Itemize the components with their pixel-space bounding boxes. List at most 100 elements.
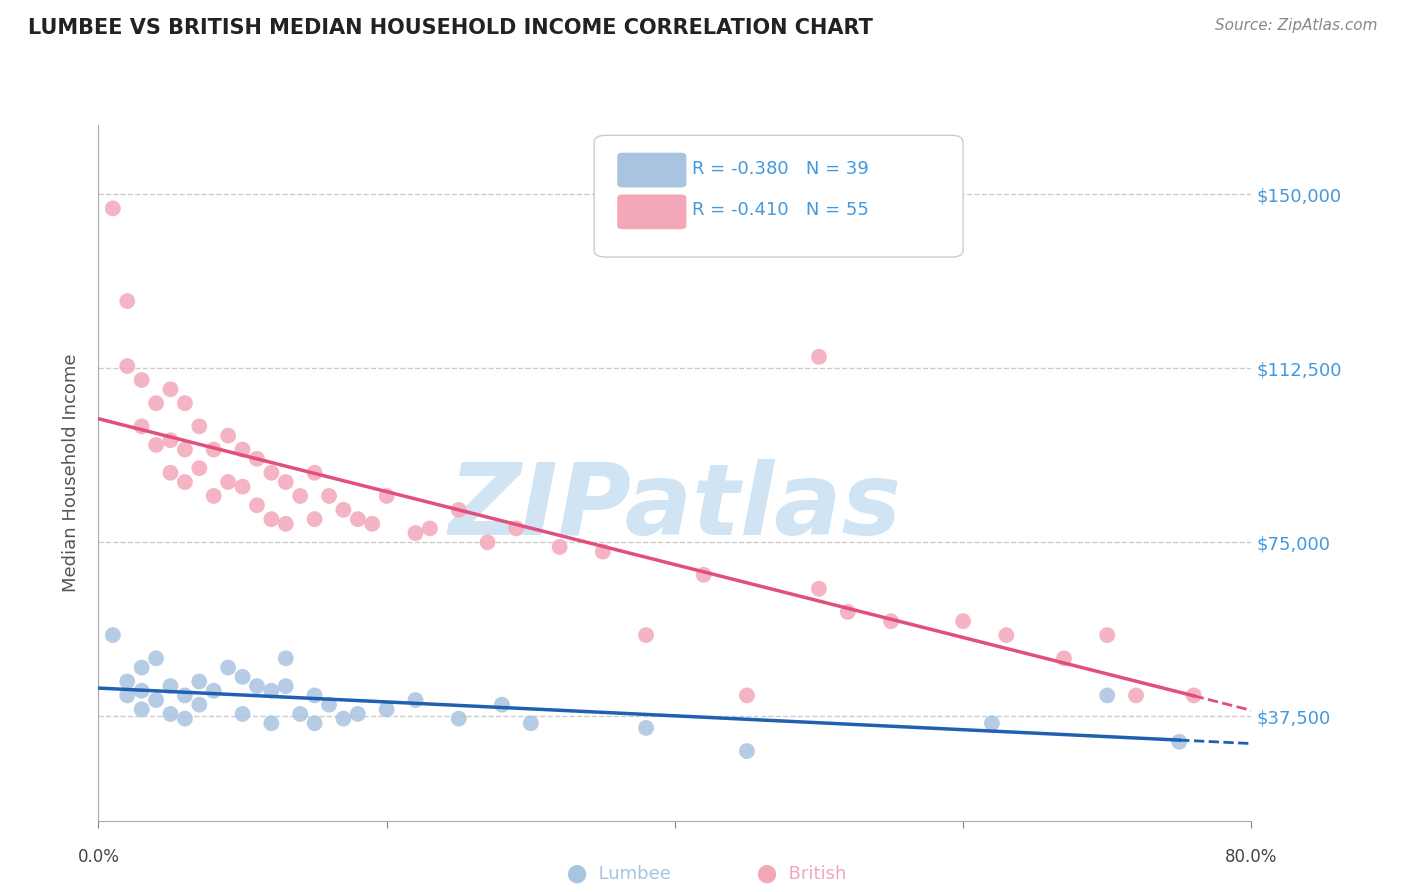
Point xyxy=(375,702,398,716)
Point xyxy=(202,489,225,503)
Point xyxy=(592,544,614,558)
Point xyxy=(117,689,139,703)
Point xyxy=(101,628,124,642)
Point xyxy=(174,475,197,489)
Point xyxy=(159,382,181,396)
Point xyxy=(346,512,368,526)
Point xyxy=(131,373,153,387)
Point xyxy=(361,516,384,531)
Point xyxy=(131,660,153,674)
Point xyxy=(174,442,197,457)
Point xyxy=(246,451,269,466)
Point xyxy=(693,567,716,582)
Point xyxy=(346,706,368,721)
Point xyxy=(188,461,211,475)
Point xyxy=(1053,651,1076,665)
Text: R = -0.410   N = 55: R = -0.410 N = 55 xyxy=(692,202,869,219)
Point xyxy=(101,202,124,216)
Point xyxy=(304,466,326,480)
FancyBboxPatch shape xyxy=(617,194,686,229)
Point xyxy=(159,434,181,448)
Point xyxy=(636,628,658,642)
Text: 80.0%: 80.0% xyxy=(1225,848,1278,866)
Point xyxy=(202,683,225,698)
Point xyxy=(807,350,830,364)
Point xyxy=(375,489,398,503)
Point xyxy=(246,498,269,512)
Point xyxy=(117,294,139,309)
Point xyxy=(548,540,571,554)
Point xyxy=(735,689,758,703)
Point xyxy=(231,670,254,684)
Point xyxy=(1168,735,1191,749)
Point xyxy=(807,582,830,596)
Point xyxy=(274,679,297,693)
Point xyxy=(304,512,326,526)
Point xyxy=(447,503,470,517)
Point xyxy=(145,438,167,452)
Point xyxy=(231,442,254,457)
Point xyxy=(260,683,283,698)
Point xyxy=(405,526,427,541)
Point xyxy=(159,466,181,480)
Point xyxy=(318,698,340,712)
Point xyxy=(217,660,239,674)
Point xyxy=(981,716,1004,731)
Point xyxy=(304,689,326,703)
Text: R = -0.380   N = 39: R = -0.380 N = 39 xyxy=(692,160,869,178)
Point xyxy=(246,679,269,693)
Point xyxy=(332,503,354,517)
Point xyxy=(188,698,211,712)
Point xyxy=(145,396,167,410)
Point xyxy=(274,516,297,531)
Point xyxy=(290,706,312,721)
Point xyxy=(131,419,153,434)
Point xyxy=(159,706,181,721)
Point xyxy=(419,521,441,535)
Point xyxy=(145,693,167,707)
Point xyxy=(145,651,167,665)
Text: Source: ZipAtlas.com: Source: ZipAtlas.com xyxy=(1215,18,1378,33)
Point xyxy=(995,628,1018,642)
Text: ⬤  British: ⬤ British xyxy=(756,864,846,883)
Point xyxy=(202,442,225,457)
Point xyxy=(131,702,153,716)
Point xyxy=(318,489,340,503)
Point xyxy=(217,475,239,489)
Text: 0.0%: 0.0% xyxy=(77,848,120,866)
Point xyxy=(231,706,254,721)
Point xyxy=(1125,689,1147,703)
Point xyxy=(174,712,197,726)
Point xyxy=(332,712,354,726)
Point xyxy=(174,689,197,703)
Point xyxy=(837,605,859,619)
Point xyxy=(188,674,211,689)
Point xyxy=(117,674,139,689)
Point xyxy=(217,428,239,442)
Point xyxy=(735,744,758,758)
Point xyxy=(260,716,283,731)
Point xyxy=(447,712,470,726)
Point xyxy=(274,475,297,489)
Point xyxy=(1097,628,1119,642)
Point xyxy=(491,698,513,712)
Point xyxy=(274,651,297,665)
Point xyxy=(188,419,211,434)
Y-axis label: Median Household Income: Median Household Income xyxy=(62,353,80,592)
Point xyxy=(174,396,197,410)
Point xyxy=(290,489,312,503)
Point xyxy=(952,614,974,628)
Point xyxy=(505,521,527,535)
Point xyxy=(520,716,543,731)
Point xyxy=(231,480,254,494)
Point xyxy=(1097,689,1119,703)
FancyBboxPatch shape xyxy=(595,136,963,257)
Text: ZIPatlas: ZIPatlas xyxy=(449,459,901,556)
Point xyxy=(131,683,153,698)
Point xyxy=(477,535,499,549)
Point xyxy=(117,359,139,373)
Point xyxy=(405,693,427,707)
FancyBboxPatch shape xyxy=(617,153,686,187)
Point xyxy=(880,614,903,628)
Point xyxy=(260,512,283,526)
